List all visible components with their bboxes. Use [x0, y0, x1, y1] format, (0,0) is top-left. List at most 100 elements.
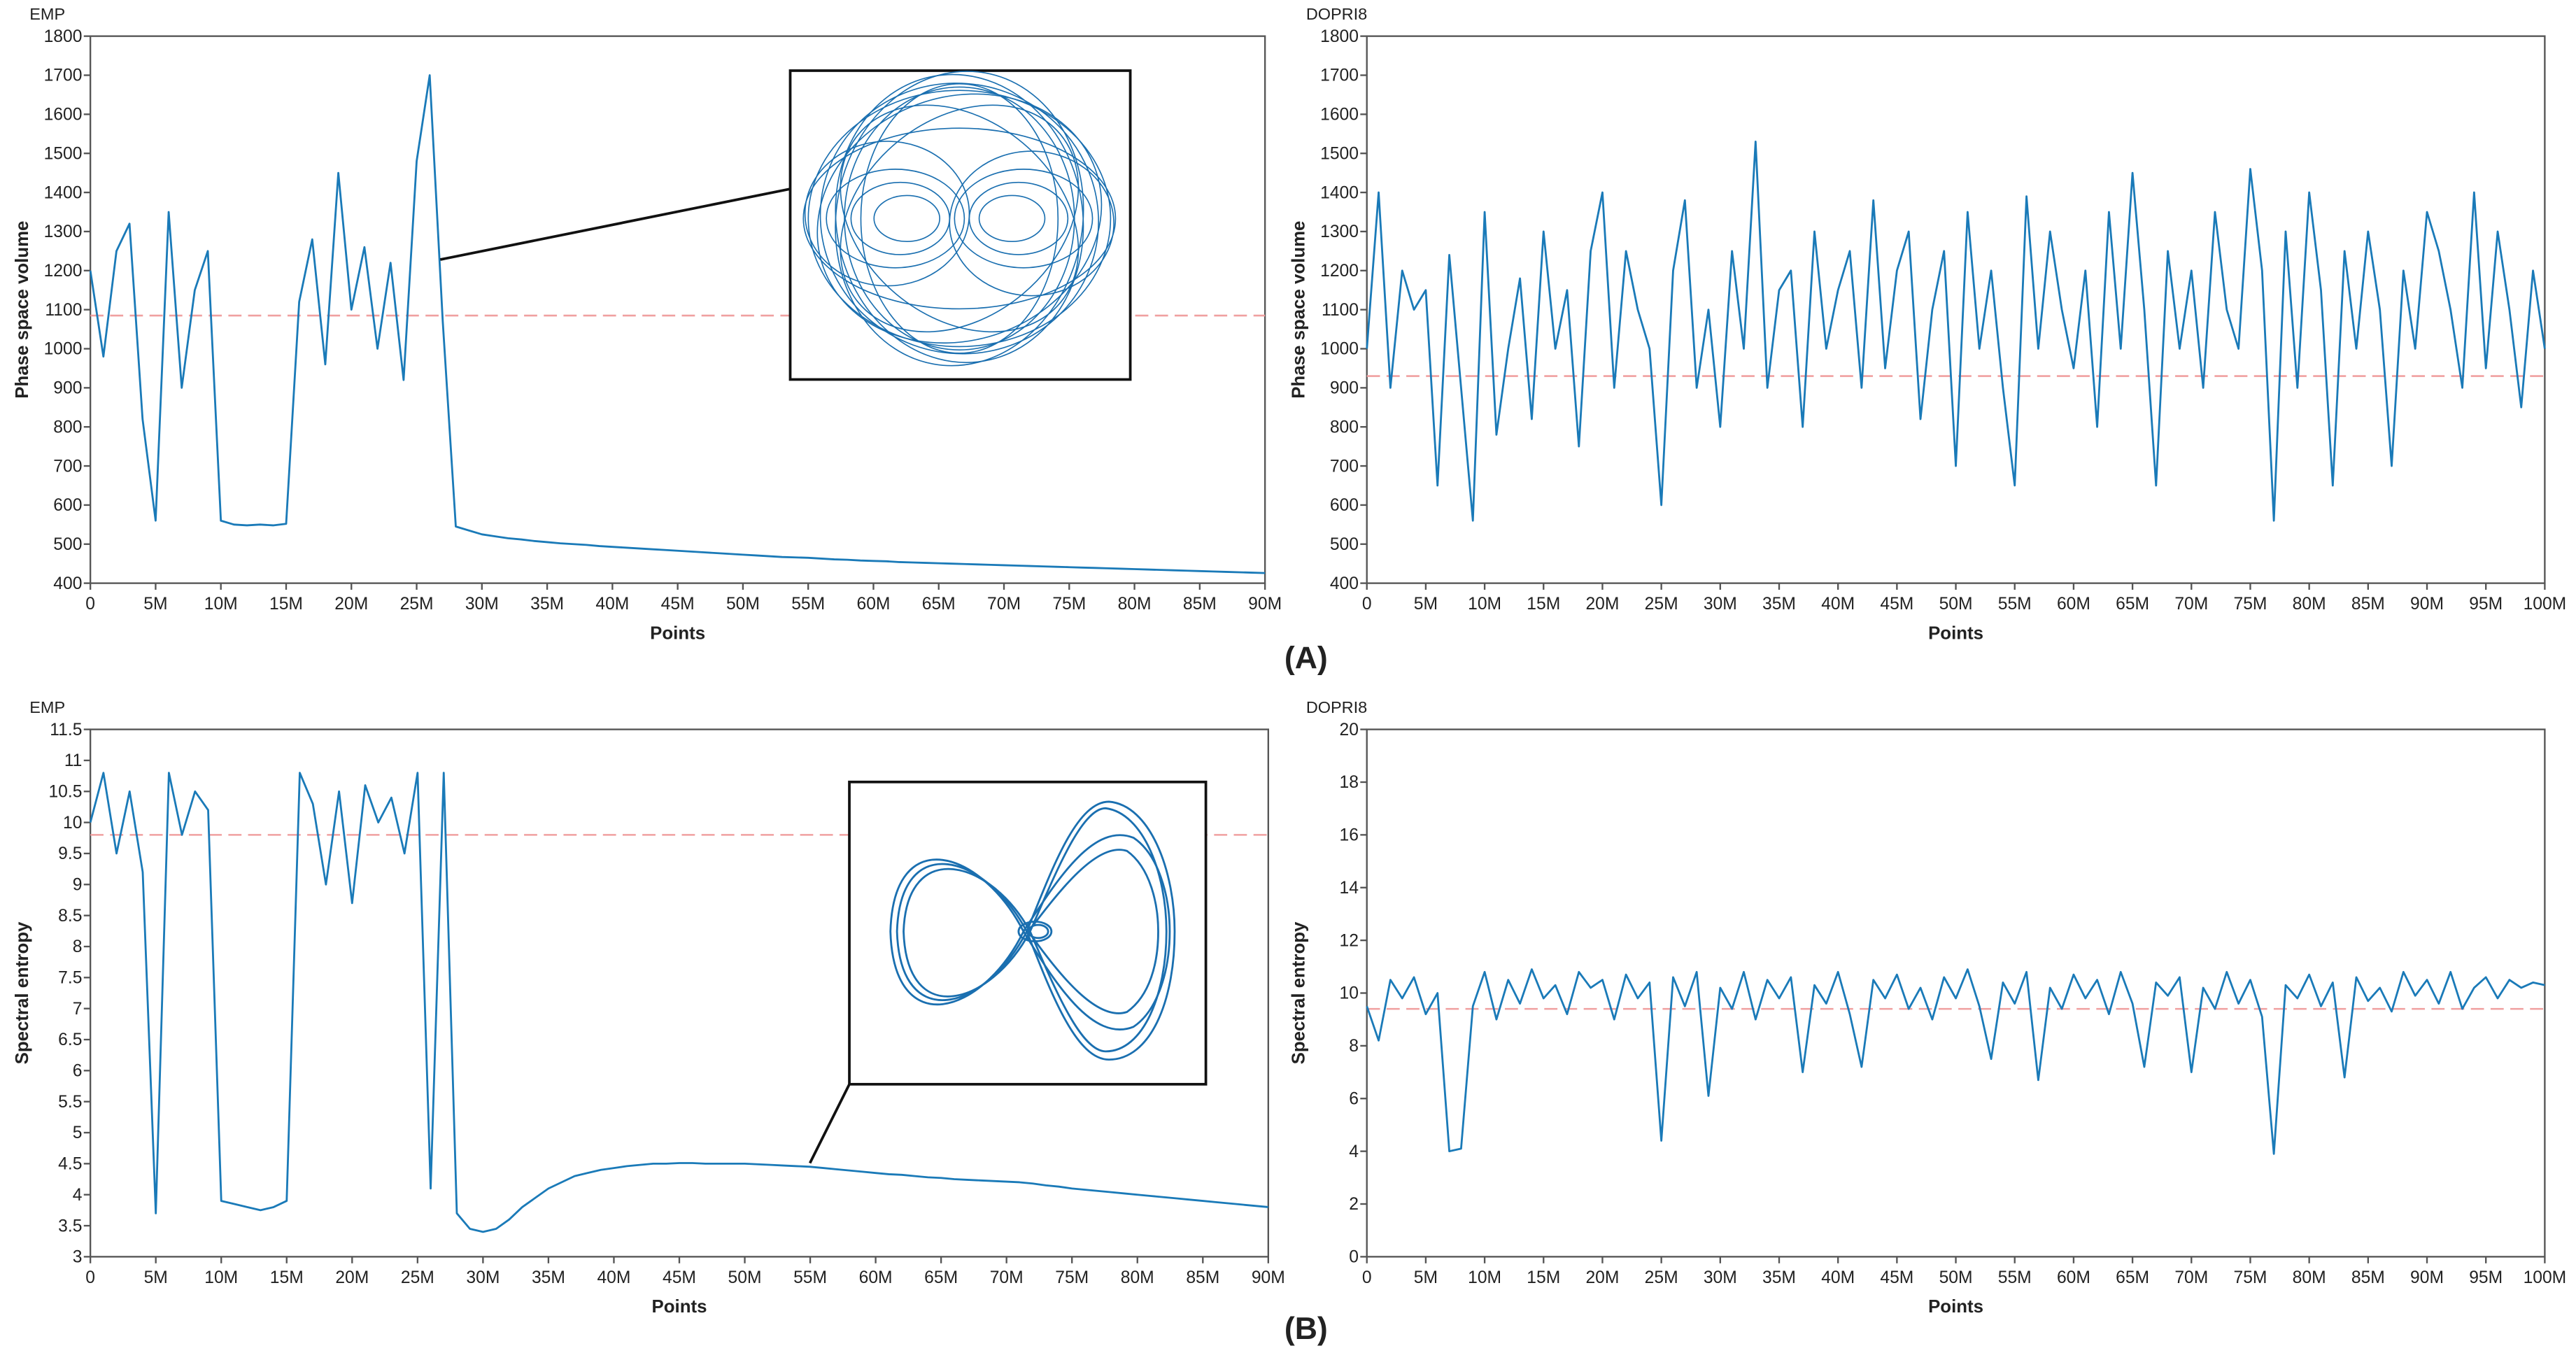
y-tick-label: 900 [1330, 379, 1359, 398]
x-tick-label: 30M [1704, 1268, 1737, 1287]
x-tick-label: 35M [1762, 595, 1796, 614]
y-tick-label: 20 [1340, 721, 1359, 739]
y-tick-label: 600 [1330, 496, 1359, 515]
y-axis-label: Phase space volume [13, 221, 32, 399]
figure-label: (A) [1285, 642, 1328, 676]
x-tick-label: 45M [1880, 595, 1913, 614]
y-tick-label: 6 [1349, 1089, 1359, 1108]
x-tick-label: 20M [1585, 595, 1619, 614]
x-tick-label: 45M [1880, 1268, 1913, 1287]
y-tick-label: 16 [1340, 826, 1359, 845]
x-tick-label: 75M [2233, 1268, 2267, 1287]
x-tick-label: 80M [2293, 595, 2326, 614]
y-tick-label: 0 [1349, 1248, 1359, 1267]
y-tick-label: 1600 [44, 106, 83, 125]
x-tick-label: 90M [1252, 1268, 1285, 1287]
chart-title: DOPRI8 [1306, 698, 1367, 716]
x-tick-label: 10M [1468, 595, 1501, 614]
x-tick-label: 80M [1118, 595, 1152, 614]
x-tick-label: 90M [2410, 1268, 2444, 1287]
x-axis-label: Points [1928, 1297, 1983, 1317]
x-tick-label: 25M [1645, 1268, 1678, 1287]
y-tick-label: 500 [1330, 535, 1359, 554]
y-tick-label: 1700 [44, 66, 83, 85]
y-axis-label: Spectral entropy [13, 921, 32, 1064]
inset-frame [788, 69, 1132, 381]
x-tick-label: 85M [2351, 1268, 2385, 1287]
x-tick-label: 20M [335, 1268, 369, 1287]
y-tick-label: 5 [73, 1124, 83, 1142]
y-tick-label: 1500 [44, 144, 83, 163]
x-tick-label: 60M [2057, 1268, 2090, 1287]
x-tick-label: 65M [922, 595, 956, 614]
y-tick-label: 1400 [1320, 183, 1359, 202]
y-tick-label: 6 [73, 1062, 83, 1081]
y-tick-label: 9.5 [58, 844, 82, 863]
x-tick-label: 10M [204, 595, 238, 614]
x-tick-label: 30M [1704, 595, 1737, 614]
x-tick-label: 85M [1186, 1268, 1219, 1287]
inset-connector [808, 1083, 851, 1164]
y-tick-label: 1100 [1322, 301, 1359, 320]
x-tick-label: 85M [2351, 595, 2385, 614]
x-tick-label: 5M [143, 595, 167, 614]
y-tick-label: 1300 [44, 222, 83, 241]
x-tick-label: 70M [2174, 1268, 2208, 1287]
y-tick-label: 4 [73, 1186, 83, 1205]
x-tick-label: 60M [859, 1268, 893, 1287]
x-tick-label: 15M [1527, 595, 1560, 614]
y-tick-label: 900 [53, 379, 82, 398]
y-tick-label: 18 [1340, 773, 1359, 792]
x-tick-label: 55M [793, 1268, 827, 1287]
x-tick-label: 30M [466, 1268, 500, 1287]
y-tick-label: 10 [1340, 984, 1359, 1003]
x-tick-label: 50M [726, 595, 760, 614]
y-tick-label: 800 [53, 418, 82, 437]
y-tick-label: 3 [73, 1248, 83, 1267]
x-tick-label: 5M [1414, 1268, 1438, 1287]
x-tick-label: 0 [1362, 1268, 1372, 1287]
x-tick-label: 25M [1645, 595, 1678, 614]
y-tick-label: 1300 [1320, 222, 1359, 241]
data-line [1366, 141, 2546, 522]
x-axis-label: Points [1928, 623, 1983, 643]
y-axis-label: Phase space volume [1289, 221, 1308, 399]
y-tick-label: 10.5 [48, 783, 82, 802]
y-tick-label: 8 [73, 937, 83, 956]
x-tick-label: 50M [1939, 595, 1973, 614]
x-tick-label: 30M [465, 595, 499, 614]
x-tick-label: 70M [990, 1268, 1024, 1287]
y-tick-label: 700 [53, 457, 82, 476]
x-tick-label: 40M [595, 595, 629, 614]
x-tick-label: 15M [1527, 1268, 1560, 1287]
x-tick-label: 60M [856, 595, 890, 614]
x-tick-label: 50M [728, 1268, 762, 1287]
x-tick-label: 45M [661, 595, 695, 614]
y-tick-label: 1000 [1320, 340, 1359, 359]
y-tick-label: 1200 [1320, 262, 1359, 281]
x-tick-label: 5M [1414, 595, 1438, 614]
y-tick-label: 500 [53, 535, 82, 554]
x-tick-label: 75M [1055, 1268, 1089, 1287]
x-tick-label: 70M [2174, 595, 2208, 614]
chart-title: DOPRI8 [1306, 5, 1367, 23]
x-tick-label: 100M [2524, 1268, 2567, 1287]
x-tick-label: 90M [2410, 595, 2444, 614]
inset-connector [439, 187, 791, 261]
inset-attractor [889, 800, 1176, 1061]
y-tick-label: 1100 [45, 301, 82, 320]
y-tick-label: 600 [53, 496, 82, 515]
y-tick-label: 1700 [1320, 66, 1359, 85]
x-tick-label: 40M [597, 1268, 630, 1287]
y-axis-label: Spectral entropy [1289, 921, 1308, 1064]
y-tick-label: 1400 [44, 183, 83, 202]
y-tick-label: 9 [73, 876, 83, 895]
x-tick-label: 75M [2233, 595, 2267, 614]
chart-title: EMP [29, 5, 65, 23]
data-line [89, 772, 1268, 1233]
x-tick-label: 10M [1468, 1268, 1501, 1287]
y-tick-label: 1800 [1320, 27, 1359, 46]
x-tick-label: 35M [530, 595, 564, 614]
